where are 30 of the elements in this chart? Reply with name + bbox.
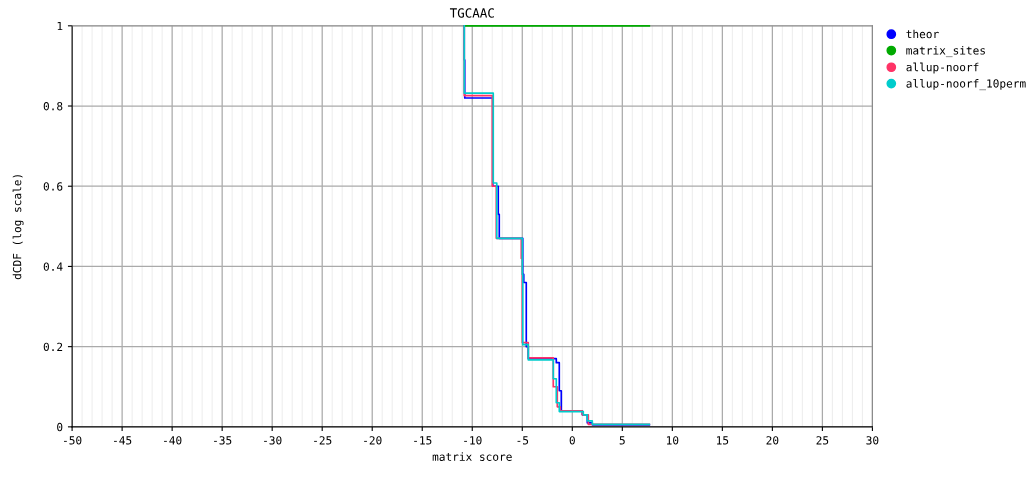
x-tick-label: -20 [364,436,382,445]
x-tick-label: 20 [766,436,779,445]
x-tick-label: -10 [464,436,482,445]
x-tick-label: -50 [64,436,82,445]
x-tick-label: 5 [619,436,625,445]
x-tick-label: 0 [569,436,575,445]
x-tick-label: -25 [314,436,332,445]
x-tick-label: -30 [264,436,282,445]
y-tick-label: 1 [57,21,63,31]
x-tick-label: -45 [114,436,132,445]
x-tick-label: -35 [214,436,232,445]
x-tick-label: 10 [666,436,679,445]
y-tick-label: 0.6 [43,182,63,191]
y-tick-label: 0 [57,422,63,432]
legend-label: allup-noorf [906,62,979,74]
y-tick-label: 0.8 [43,102,63,111]
x-tick-label: 30 [866,436,879,445]
y-axis-title: dCDF (log scale) [12,175,24,280]
x-tick-label: -15 [414,436,432,445]
x-tick-label: -40 [164,436,182,445]
chart-title: TGCAAC [449,8,494,18]
y-tick-label: 0.2 [43,342,63,352]
legend-label: matrix_sites [906,46,985,58]
x-tick-label: 15 [717,436,729,445]
legend-label: theor [906,29,939,39]
x-axis-title: matrix score [432,452,512,461]
y-tick-label: 0.4 [43,262,63,271]
legend-label: allup-noorf_10perm [906,78,1026,91]
x-tick-label: 25 [816,436,829,445]
x-tick-label: -5 [517,436,529,445]
